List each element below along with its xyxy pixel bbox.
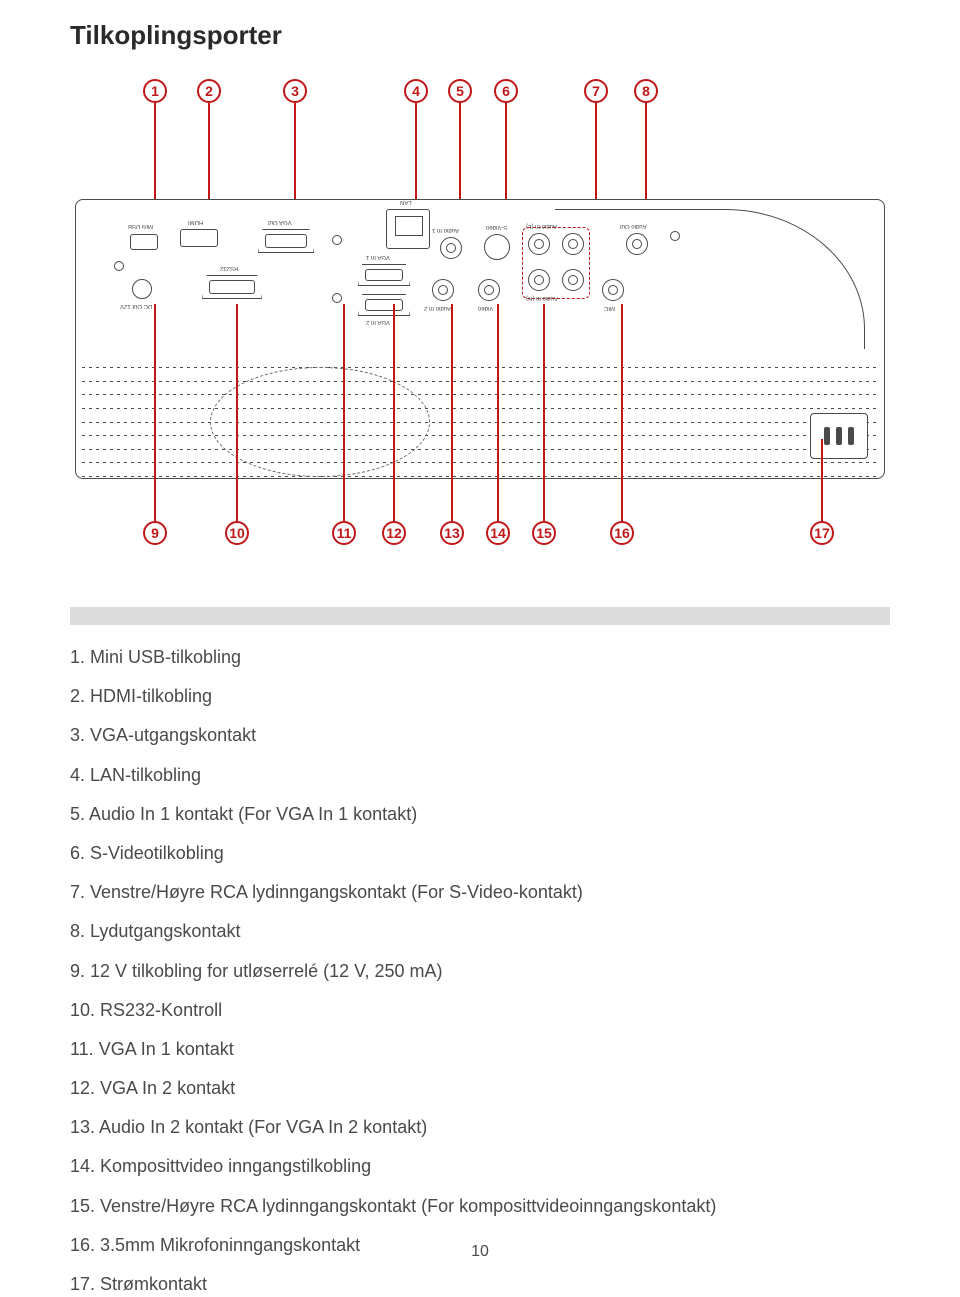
leader-bottom-15 <box>543 304 545 521</box>
list-item: 17. Strømkontakt <box>70 1272 890 1297</box>
callout-bottom-10: 10 <box>225 521 249 545</box>
port-lan <box>386 209 430 249</box>
list-item: 6. S-Videotilkobling <box>70 841 890 866</box>
leader-bottom-13 <box>451 304 453 521</box>
port-hdmi <box>180 229 218 247</box>
port-vga-in-1 <box>358 264 410 286</box>
label-audio-out: Audio Out <box>620 223 647 229</box>
callout-top-1: 1 <box>143 79 167 103</box>
leader-bottom-16 <box>621 304 623 521</box>
list-item: 7. Venstre/Høyre RCA lydinngangskontakt … <box>70 880 890 905</box>
port-power <box>810 413 868 459</box>
list-item: 1. Mini USB-tilkobling <box>70 645 890 670</box>
label-rs232: RS232 <box>220 265 238 271</box>
label-mini-usb: Mini USB <box>128 223 153 229</box>
callout-bottom-13: 13 <box>440 521 464 545</box>
list-item: 15. Venstre/Høyre RCA lydinngangskontakt… <box>70 1194 890 1219</box>
leader-bottom-17 <box>821 439 823 521</box>
callout-top-3: 3 <box>283 79 307 103</box>
leader-bottom-10 <box>236 304 238 521</box>
list-item: 3. VGA-utgangskontakt <box>70 723 890 748</box>
port-description-list: 1. Mini USB-tilkobling 2. HDMI-tilkobling… <box>70 645 890 1297</box>
list-item: 13. Audio In 2 kontakt (For VGA In 2 kon… <box>70 1115 890 1140</box>
list-item: 14. Komposittvideo inngangstilkobling <box>70 1154 890 1179</box>
device-schematic: Mini USB HDMI VGA Out LAN VGA In 1 Audio… <box>70 179 890 489</box>
callout-top-7: 7 <box>584 79 608 103</box>
callout-top-5: 5 <box>448 79 472 103</box>
label-audio-in-1: Audio In 1 <box>432 227 459 233</box>
fan-outline <box>210 367 430 477</box>
port-vga-out <box>258 229 314 253</box>
port-audio-in-2 <box>432 279 454 301</box>
leader-bottom-11 <box>343 304 345 521</box>
port-audio-out <box>626 233 648 255</box>
callout-bottom-11: 11 <box>332 521 356 545</box>
callout-bottom-17: 17 <box>810 521 834 545</box>
list-item: 5. Audio In 1 kontakt (For VGA In 1 kont… <box>70 802 890 827</box>
callout-top-4: 4 <box>404 79 428 103</box>
label-dc-out: DC Out 12V <box>120 303 152 309</box>
list-item: 4. LAN-tilkobling <box>70 763 890 788</box>
port-vga-in-2 <box>358 294 410 316</box>
label-audio-in-2: Audio In 2 <box>424 305 451 311</box>
port-video <box>478 279 500 301</box>
callout-bottom-16: 16 <box>610 521 634 545</box>
list-item: 10. RS232-Kontroll <box>70 998 890 1023</box>
list-item: 9. 12 V tilkobling for utløserrelé (12 V… <box>70 959 890 984</box>
callout-top-6: 6 <box>494 79 518 103</box>
port-dc-out <box>132 279 152 299</box>
section-divider <box>70 607 890 625</box>
label-mic: MIC <box>604 305 615 311</box>
port-mic <box>602 279 624 301</box>
label-audio-in-l: Audio In (L) <box>526 223 557 229</box>
port-svideo <box>484 234 510 260</box>
port-mini-usb <box>130 234 158 250</box>
callout-bottom-15: 15 <box>532 521 556 545</box>
leader-bottom-9 <box>154 304 156 521</box>
list-item: 8. Lydutgangskontakt <box>70 919 890 944</box>
label-audio-in-r: Audio In (R) <box>526 295 558 301</box>
port-rs232 <box>202 275 262 299</box>
callout-bottom-12: 12 <box>382 521 406 545</box>
connection-diagram: 12345678 Mini USB HDMI VGA Out LAN VGA I… <box>70 79 890 559</box>
callout-bottom-14: 14 <box>486 521 510 545</box>
label-vga-in-1: VGA In 1 <box>366 254 390 260</box>
label-lan: LAN <box>400 199 412 205</box>
callout-top-2: 2 <box>197 79 221 103</box>
list-item: 11. VGA In 1 kontakt <box>70 1037 890 1062</box>
leader-bottom-14 <box>497 304 499 521</box>
vent-grille <box>82 367 878 477</box>
page-number: 10 <box>0 1243 960 1261</box>
label-svideo: S-Video <box>486 224 507 230</box>
label-video: Video <box>478 305 493 311</box>
leader-bottom-12 <box>393 304 395 521</box>
label-vga-out: VGA Out <box>268 219 292 225</box>
list-item: 2. HDMI-tilkobling <box>70 684 890 709</box>
label-vga-in-2: VGA In 2 <box>366 319 390 325</box>
port-audio-in-1 <box>440 237 462 259</box>
label-hdmi: HDMI <box>188 219 203 225</box>
callout-top-8: 8 <box>634 79 658 103</box>
list-item: 12. VGA In 2 kontakt <box>70 1076 890 1101</box>
page-title: Tilkoplingsporter <box>70 20 890 51</box>
callout-bottom-9: 9 <box>143 521 167 545</box>
